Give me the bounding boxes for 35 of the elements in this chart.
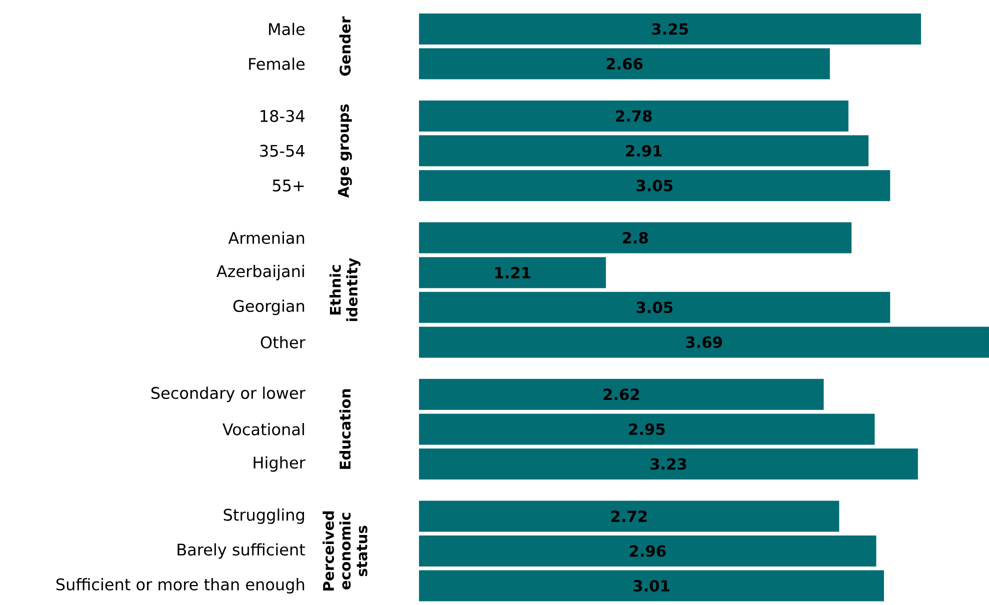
data-label: 2.62 <box>604 388 639 400</box>
y-tick-label: Struggling <box>224 508 304 524</box>
text: Education <box>339 389 351 469</box>
data-label: 3.01 <box>634 580 670 592</box>
data-label: 3.05 <box>636 302 672 314</box>
y-tick-label: Female <box>249 58 305 70</box>
data-label: 1.21 <box>495 266 530 278</box>
data-label: 2.91 <box>626 145 662 157</box>
text: Age groups <box>338 104 352 198</box>
data-label: 2.95 <box>629 423 665 435</box>
data-label: 2.96 <box>630 545 666 557</box>
y-tick-label: 35-54 <box>260 144 304 157</box>
y-tick-label: 18-34 <box>260 110 304 122</box>
data-label: 2.8 <box>622 232 648 244</box>
y-tick-label: Armenian <box>228 232 304 244</box>
y-tick-label: Barely sufficient <box>178 543 306 559</box>
text: Perceived economic status <box>322 511 368 590</box>
y-tick-label: Sufficient or more than enough <box>56 578 304 594</box>
y-tick-label: Other <box>260 336 306 348</box>
data-label: 3.69 <box>686 336 722 348</box>
data-label: 2.78 <box>616 110 652 122</box>
y-tick-label: Secondary or lower <box>151 386 306 402</box>
y-tick-label: Vocational <box>222 423 304 436</box>
y-tick-label: Georgian <box>233 300 304 316</box>
data-label: 3.05 <box>636 180 672 192</box>
y-tick-label: Higher <box>254 456 306 472</box>
data-label: 2.66 <box>606 58 643 70</box>
data-label: 3.23 <box>650 458 686 470</box>
y-tick-label: Male <box>269 22 305 36</box>
y-tick-label: 55+ <box>272 180 304 192</box>
data-label: 2.72 <box>611 510 647 522</box>
data-label: 3.25 <box>652 23 688 35</box>
text: Gender <box>339 16 351 76</box>
y-tick-label: Azerbaijani <box>216 264 304 280</box>
text: Ethnic identity <box>330 258 360 322</box>
